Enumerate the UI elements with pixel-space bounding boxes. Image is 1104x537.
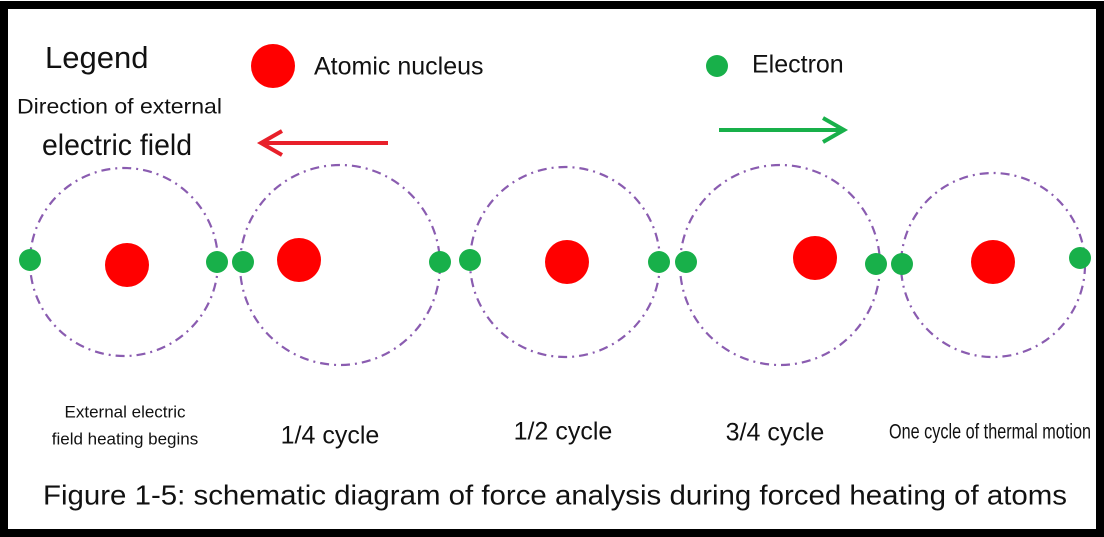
electron xyxy=(232,251,254,273)
nucleus xyxy=(277,238,321,282)
stage-label: 3/4 cycle xyxy=(726,419,825,447)
electron xyxy=(19,249,41,271)
red-arrow xyxy=(256,129,388,157)
electron xyxy=(891,253,913,275)
electron xyxy=(1069,247,1091,269)
electrons xyxy=(19,247,1091,275)
stage-label: 1/2 cycle xyxy=(514,418,613,446)
electron xyxy=(459,249,481,271)
nucleus xyxy=(793,236,837,280)
stage-label: field heating begins xyxy=(52,429,199,448)
field-label: electric field xyxy=(42,129,192,162)
legend-electron-label: Electron xyxy=(752,51,844,79)
electron xyxy=(206,251,228,273)
caption: Figure 1-5: schematic diagram of force a… xyxy=(43,479,1067,510)
green-arrow xyxy=(719,116,849,144)
legend-nucleus-label: Atomic nucleus xyxy=(314,53,484,81)
field-label: Direction of external xyxy=(17,96,222,119)
stage-label: External electric xyxy=(65,402,186,421)
electron xyxy=(429,251,451,273)
electron xyxy=(865,253,887,275)
nucleus xyxy=(545,240,589,284)
electron xyxy=(675,251,697,273)
nucleus xyxy=(105,243,149,287)
legend-electron-icon xyxy=(706,55,728,77)
nuclei xyxy=(105,236,1015,287)
legend-title: Legend xyxy=(45,40,148,75)
stage-label: 1/4 cycle xyxy=(281,422,380,450)
electron xyxy=(648,251,670,273)
legend-nucleus-icon xyxy=(251,44,295,88)
nucleus xyxy=(971,240,1015,284)
stage-label: One cycle of thermal motion xyxy=(889,421,1091,444)
